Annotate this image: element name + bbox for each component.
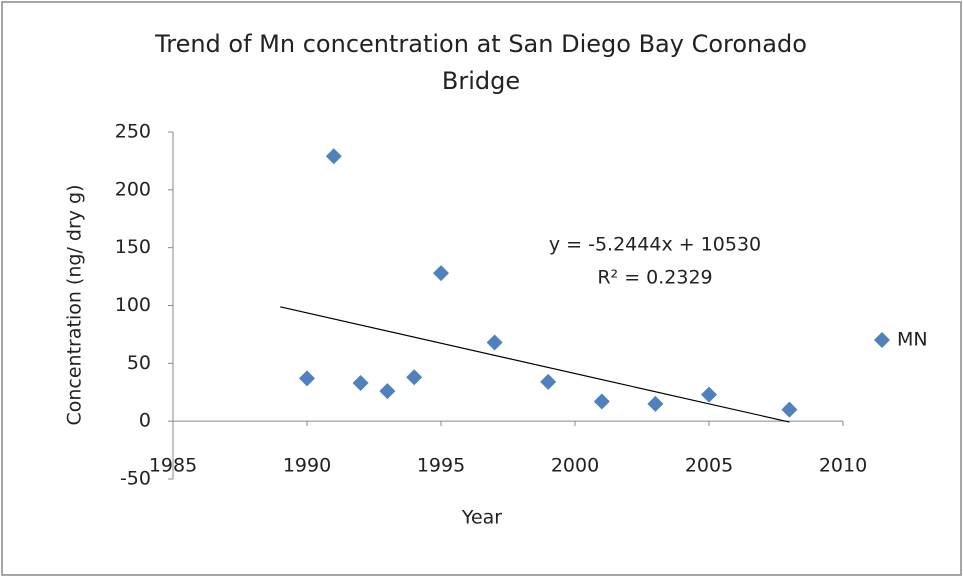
data-point bbox=[593, 393, 610, 410]
trendline-r2: R² = 0.2329 bbox=[597, 267, 712, 289]
y-tick-label: 50 bbox=[127, 352, 151, 374]
y-tick-label: 0 bbox=[139, 410, 151, 432]
y-tick-label: 250 bbox=[115, 121, 151, 143]
data-point bbox=[540, 373, 557, 390]
data-point bbox=[647, 395, 664, 412]
y-axis-label: Concentration (ng/ dry g) bbox=[64, 184, 86, 425]
legend-label: MN bbox=[897, 329, 928, 351]
y-tick-label: 100 bbox=[115, 294, 151, 316]
data-point bbox=[406, 369, 423, 386]
data-point bbox=[325, 148, 342, 165]
x-tick-label: 1985 bbox=[149, 455, 197, 477]
data-point bbox=[433, 265, 449, 282]
x-tick-label: 2000 bbox=[551, 455, 599, 477]
data-point bbox=[352, 374, 369, 391]
y-tick-label: -50 bbox=[120, 468, 151, 490]
trendline bbox=[280, 306, 790, 423]
y-tick-label: 200 bbox=[115, 178, 151, 200]
data-point bbox=[701, 386, 717, 403]
data-point bbox=[781, 401, 798, 418]
x-tick-label: 2010 bbox=[819, 455, 867, 477]
x-tick-label: 1990 bbox=[283, 455, 331, 477]
chart-title: Trend of Mn concentration at San Diego B… bbox=[155, 30, 807, 95]
x-tick-label: 1995 bbox=[417, 455, 465, 477]
trendline-equation: y = -5.2444x + 10530 bbox=[549, 234, 761, 256]
x-tick-label: 2005 bbox=[685, 455, 733, 477]
y-tick-label: 150 bbox=[115, 236, 151, 258]
data-point bbox=[379, 383, 396, 400]
data-point bbox=[486, 334, 503, 351]
x-axis-label: Year bbox=[461, 507, 502, 529]
data-point bbox=[299, 370, 315, 387]
legend-marker bbox=[874, 332, 890, 348]
